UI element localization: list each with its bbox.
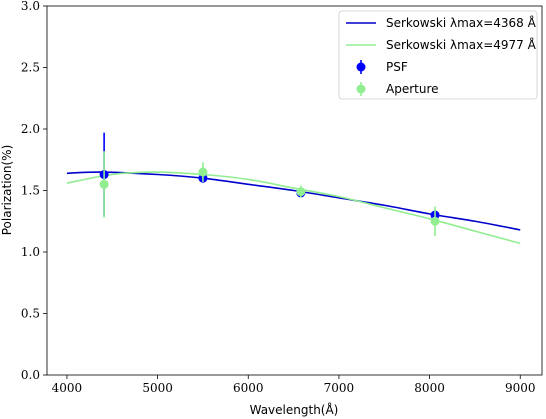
y-tick-label: 2.0 <box>21 122 40 136</box>
y-axis: 0.0 0.5 1.0 1.5 2.0 2.5 3.0 <box>21 0 47 382</box>
x-tick-label: 7000 <box>324 381 355 395</box>
x-tick-label: 4000 <box>52 381 83 395</box>
x-axis-label: Wavelength(Å) <box>250 402 339 417</box>
legend-label: Aperture <box>386 82 439 96</box>
y-tick-label: 1.5 <box>21 184 40 198</box>
legend-label: PSF <box>386 60 408 74</box>
legend: Serkowski λmax=4368 Å Serkowski λmax=4977… <box>338 10 538 100</box>
x-axis: 4000 5000 6000 7000 8000 9000 <box>52 375 536 395</box>
y-axis-label: Polarization(%) <box>0 145 14 236</box>
x-tick-label: 6000 <box>233 381 264 395</box>
plot-area-layer <box>66 132 521 245</box>
x-tick-label: 5000 <box>142 381 173 395</box>
series-line-2 <box>66 171 521 245</box>
legend-label: Serkowski λmax=4368 Å <box>386 15 537 30</box>
legend-marker-swatch <box>356 84 366 94</box>
y-tick-label: 1.0 <box>21 245 40 259</box>
legend-marker-swatch <box>356 62 366 72</box>
x-tick-label: 9000 <box>505 381 536 395</box>
data-point-2 <box>198 167 208 177</box>
x-tick-label: 8000 <box>414 381 445 395</box>
data-point-2 <box>430 216 440 226</box>
y-tick-label: 0.0 <box>21 368 40 382</box>
data-point-2 <box>99 179 109 189</box>
legend-frame <box>338 10 538 100</box>
y-tick-label: 3.0 <box>21 0 40 13</box>
legend-label: Serkowski λmax=4977 Å <box>386 37 537 52</box>
series-line-1 <box>66 171 521 231</box>
data-point-2 <box>296 187 306 197</box>
y-tick-label: 0.5 <box>21 307 40 321</box>
y-tick-label: 2.5 <box>21 61 40 75</box>
